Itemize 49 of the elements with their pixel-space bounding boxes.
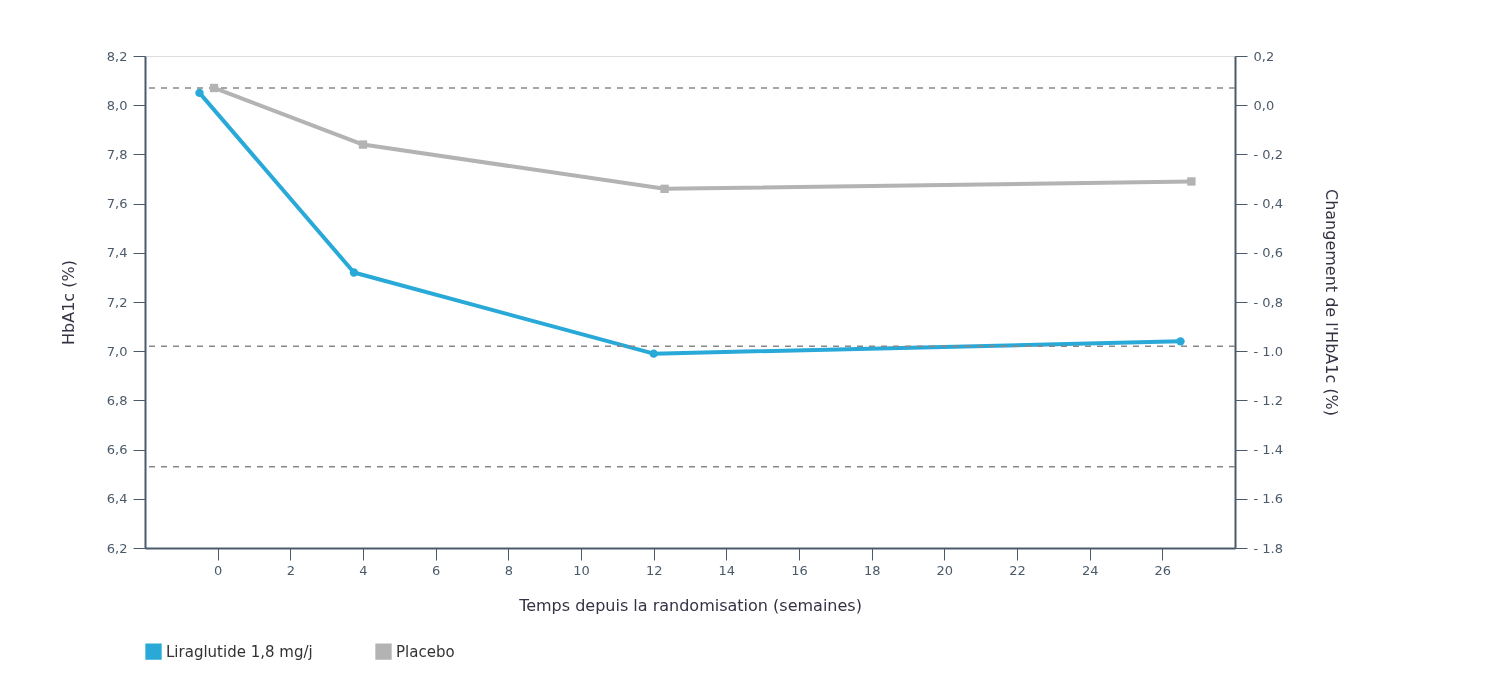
- y2-tick-label: - 0,2: [1253, 146, 1283, 162]
- y-axis-title: HbA1c (%): [58, 260, 78, 345]
- point: [1176, 337, 1185, 346]
- legend-label: Liraglutide 1,8 mg/j: [166, 642, 313, 661]
- point: [209, 83, 219, 93]
- x-tick-label: 26: [1154, 562, 1172, 578]
- x-tick-label: 4: [359, 562, 368, 578]
- y-tick-label: 6,6: [106, 442, 128, 458]
- y-tick-label: 6,2: [106, 540, 128, 556]
- x-tick-label: 20: [936, 562, 954, 578]
- y2-tick-label: - 1.8: [1253, 540, 1283, 556]
- x-tick-label: 14: [718, 562, 736, 578]
- point: [1187, 177, 1196, 186]
- y2-tick-label: - 1.4: [1253, 442, 1283, 458]
- y-tick-label: 7,8: [106, 146, 128, 162]
- y-tick-label: 7,0: [106, 343, 128, 359]
- y2-tick-label: 0,0: [1253, 97, 1275, 113]
- x-tick-label: 22: [1009, 562, 1026, 578]
- y-tick-label: 7,6: [106, 196, 128, 212]
- y2-tick-label: 0,2: [1253, 48, 1275, 64]
- y2-tick-label: - 0,8: [1253, 294, 1283, 310]
- y-tick-label: 7,2: [106, 294, 128, 310]
- y-tick-label: 8,0: [106, 97, 128, 113]
- legend-label: Placebo: [396, 642, 455, 661]
- point: [349, 268, 359, 277]
- point: [358, 140, 368, 149]
- x-tick-label: 6: [432, 562, 441, 578]
- y-tick-label: 6,4: [106, 491, 128, 507]
- y-tick-label: 6,8: [106, 392, 128, 408]
- y2-tick-label: - 1.0: [1253, 343, 1283, 359]
- point: [660, 184, 669, 194]
- y2-tick-label: - 1.2: [1253, 392, 1283, 408]
- x-tick-label: 2: [286, 562, 295, 578]
- x-axis-title: Temps depuis la randomisation (semaines): [518, 595, 862, 615]
- x-tick-label: 0: [214, 562, 223, 578]
- point: [195, 88, 204, 98]
- y2-axis-title: Changement de l'HbA1c (%): [1322, 189, 1341, 416]
- point: [649, 349, 658, 358]
- x-tick-label: 24: [1081, 562, 1099, 578]
- y2-tick-label: - 1.6: [1253, 491, 1283, 507]
- x-tick-label: 18: [863, 562, 881, 578]
- x-tick-label: 12: [645, 562, 663, 578]
- y-tick-label: 8,2: [106, 48, 128, 64]
- y-tick-label: 7,4: [106, 245, 128, 261]
- x-tick-label: 8: [504, 562, 513, 578]
- x-tick-label: 16: [791, 562, 808, 578]
- y2-tick-label: - 0,6: [1253, 245, 1283, 261]
- x-tick-label: 10: [573, 562, 590, 578]
- y2-tick-label: - 0,4: [1253, 196, 1283, 212]
